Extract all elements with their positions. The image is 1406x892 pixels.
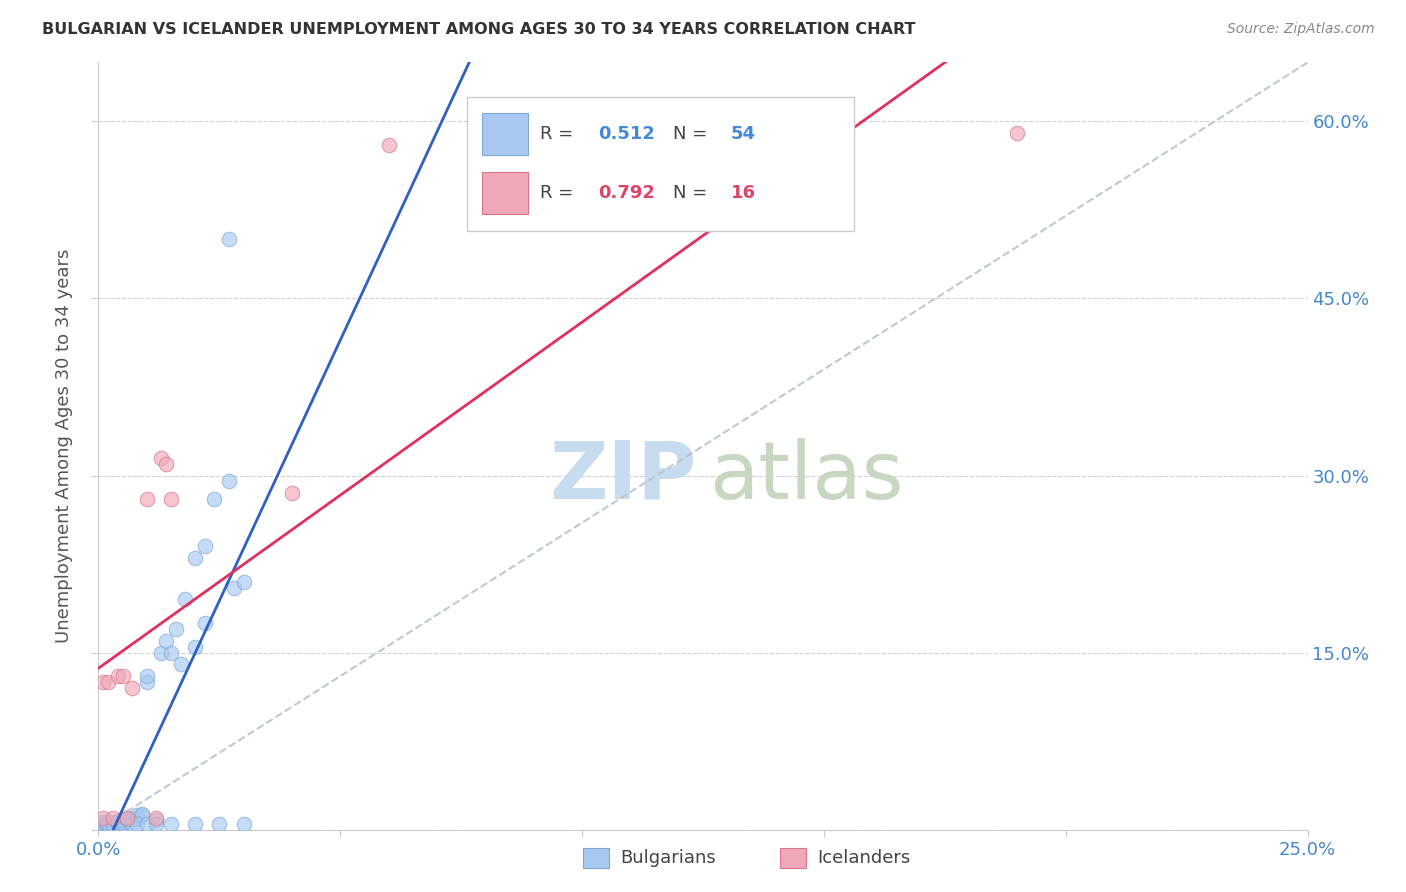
Point: [101, 818, 124, 832]
Point: [91, 818, 114, 832]
Point: [107, 669, 129, 683]
Point: [218, 475, 240, 489]
Y-axis label: Unemployment Among Ages 30 to 34 years: Unemployment Among Ages 30 to 34 years: [55, 249, 73, 643]
Point: [117, 811, 139, 825]
Point: [135, 816, 157, 830]
Point: [111, 815, 134, 830]
Point: [145, 811, 167, 825]
Point: [165, 622, 187, 636]
Point: [117, 813, 139, 827]
Point: [160, 816, 183, 830]
Point: [101, 816, 124, 830]
Point: [232, 574, 254, 589]
Point: [111, 814, 134, 829]
Text: Icelanders: Icelanders: [817, 849, 910, 867]
Point: [194, 539, 217, 553]
Point: [150, 450, 173, 465]
Text: N =: N =: [672, 184, 713, 202]
Point: [111, 813, 134, 827]
Point: [204, 492, 226, 507]
Point: [169, 657, 191, 672]
Text: R =: R =: [540, 184, 579, 202]
Point: [97, 816, 120, 830]
Point: [135, 675, 157, 690]
Point: [218, 232, 240, 246]
Point: [117, 811, 139, 825]
FancyBboxPatch shape: [482, 112, 527, 155]
Point: [281, 486, 304, 500]
Point: [111, 816, 134, 830]
Point: [1007, 126, 1029, 140]
Point: [184, 816, 207, 830]
Point: [184, 640, 207, 654]
Point: [101, 815, 124, 830]
Point: [131, 807, 153, 822]
Point: [91, 815, 114, 830]
Point: [208, 816, 231, 830]
Text: ZIP: ZIP: [550, 438, 697, 516]
Point: [160, 646, 183, 660]
FancyBboxPatch shape: [467, 97, 855, 231]
Point: [174, 592, 197, 607]
Text: R =: R =: [540, 125, 579, 143]
Point: [107, 815, 129, 830]
Text: 16: 16: [731, 184, 756, 202]
Point: [121, 681, 143, 695]
Point: [91, 811, 114, 825]
Text: atlas: atlas: [709, 438, 904, 516]
Point: [194, 615, 217, 630]
Text: 0.512: 0.512: [598, 125, 655, 143]
Text: BULGARIAN VS ICELANDER UNEMPLOYMENT AMONG AGES 30 TO 34 YEARS CORRELATION CHART: BULGARIAN VS ICELANDER UNEMPLOYMENT AMON…: [42, 22, 915, 37]
Point: [97, 675, 120, 690]
Point: [101, 816, 124, 830]
Text: N =: N =: [672, 125, 713, 143]
Point: [135, 492, 157, 507]
Point: [184, 551, 207, 566]
Point: [127, 816, 149, 830]
Text: Bulgarians: Bulgarians: [620, 849, 716, 867]
Point: [131, 808, 153, 822]
Point: [121, 812, 143, 826]
Point: [145, 813, 167, 827]
Point: [145, 816, 167, 830]
Point: [91, 675, 114, 690]
Point: [232, 816, 254, 830]
Point: [222, 581, 245, 595]
Point: [150, 646, 173, 660]
Point: [155, 457, 177, 471]
Text: 0.792: 0.792: [598, 184, 655, 202]
Point: [127, 808, 149, 822]
Point: [160, 492, 183, 507]
Point: [127, 811, 149, 825]
Point: [97, 818, 120, 832]
FancyBboxPatch shape: [482, 172, 527, 214]
Text: 54: 54: [731, 125, 756, 143]
Text: Source: ZipAtlas.com: Source: ZipAtlas.com: [1227, 22, 1375, 37]
Point: [107, 816, 129, 830]
Point: [101, 811, 124, 825]
Point: [91, 816, 114, 830]
Point: [111, 669, 134, 683]
Point: [94, 816, 117, 830]
Point: [135, 669, 157, 683]
Point: [377, 138, 399, 153]
Point: [97, 815, 120, 830]
Point: [97, 816, 120, 830]
Point: [121, 816, 143, 830]
Point: [107, 816, 129, 830]
Point: [155, 633, 177, 648]
Point: [107, 814, 129, 829]
